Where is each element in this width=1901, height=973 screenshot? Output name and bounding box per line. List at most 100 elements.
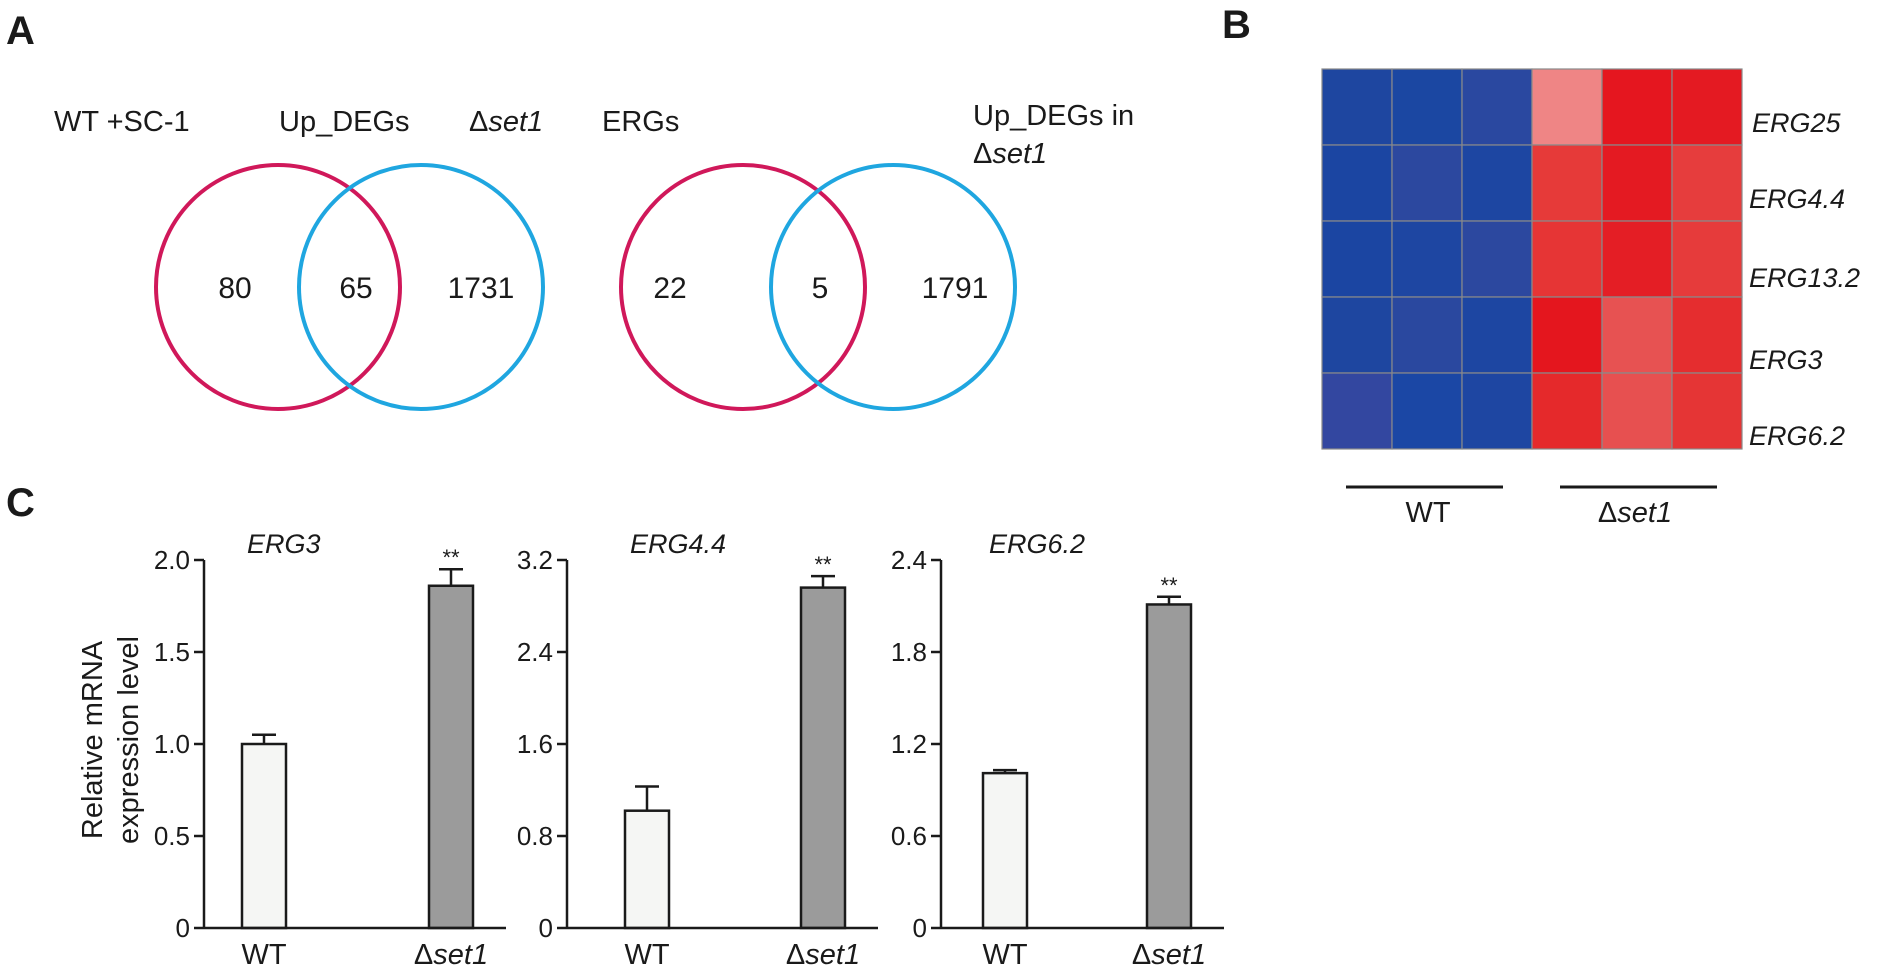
heatmap-set1-label: Δset1 [1598, 497, 1672, 529]
heatmap-cell [1321, 144, 1393, 222]
heatmap-cell [1461, 296, 1533, 374]
heatmap-cells [1321, 68, 1743, 450]
heatmap-cell [1671, 296, 1743, 374]
heatmap-row-label: ERG3 [1749, 345, 1823, 375]
panel-letter-a: A [6, 9, 35, 53]
venn1-right-label-prefix: Δ [469, 106, 488, 138]
heatmap-cell [1531, 220, 1603, 298]
heatmap-cell [1531, 68, 1603, 146]
heatmap-cell [1391, 144, 1463, 222]
y-tick-label: 0.6 [891, 821, 927, 851]
bar-chart-1: ERG3 0 0.5 1.0 1.5 2.0 WT ** Δset1 [154, 529, 506, 971]
y-axis-label-line1: Relative mRNA [77, 640, 109, 839]
bar-chart-2: ERG4.4 0 0.8 1.6 2.4 3.2 WT ** Δset1 [517, 529, 878, 971]
heatmap-cell [1321, 220, 1393, 298]
bar-set1 [799, 586, 847, 930]
heatmap-cell [1671, 372, 1743, 450]
venn2-right-count: 1791 [922, 272, 989, 305]
venn1-left-count: 80 [218, 272, 251, 305]
chart-title: ERG4.4 [630, 529, 726, 559]
heatmap-cell [1531, 296, 1603, 374]
x-tick-label: Δset1 [1132, 939, 1206, 971]
venn2-left-label: ERGs [602, 106, 679, 138]
heatmap-cell [1461, 68, 1533, 146]
venn1-center-label: Up_DEGs [279, 106, 410, 138]
heatmap-row-label: ERG6.2 [1749, 421, 1845, 451]
heatmap-cell [1391, 68, 1463, 146]
heatmap-cell [1461, 220, 1533, 298]
y-tick-label: 2.0 [154, 545, 190, 575]
y-axis-label: Relative mRNA expression level [77, 636, 145, 844]
heatmap-cell [1461, 372, 1533, 450]
y-tick-label: 3.2 [517, 545, 553, 575]
heatmap-cell [1531, 372, 1603, 450]
significance-marker: ** [1160, 573, 1178, 598]
venn2-right-label-line2: Δset1 [973, 138, 1047, 170]
bar-wt [240, 742, 288, 930]
bar-wt [981, 771, 1029, 930]
heatmap-cell [1321, 296, 1393, 374]
venn-diagram-2: ERGs Up_DEGs in Δset1 22 5 1791 [602, 100, 1134, 411]
heatmap-cell [1601, 68, 1673, 146]
chart-title: ERG6.2 [989, 529, 1085, 559]
heatmap-cell [1391, 220, 1463, 298]
heatmap-cell [1671, 220, 1743, 298]
heatmap-cell [1671, 68, 1743, 146]
heatmap-cell [1321, 372, 1393, 450]
bar-chart-3: ERG6.2 0 0.6 1.2 1.8 2.4 WT ** Δset1 [891, 529, 1224, 971]
venn2-right-label-line1: Up_DEGs in [973, 100, 1134, 132]
y-tick-label: 0 [176, 913, 190, 943]
venn2-overlap-count: 5 [812, 272, 829, 305]
heatmap-cell [1321, 68, 1393, 146]
venn2-left-count: 22 [653, 272, 686, 305]
heatmap-row-label: ERG25 [1752, 108, 1842, 138]
x-tick-label: Δset1 [786, 939, 860, 971]
heatmap-set1-label-prefix: Δ [1598, 497, 1617, 529]
bar-wt [623, 809, 671, 930]
panel-letter-c: C [6, 481, 35, 525]
y-tick-label: 1.2 [891, 729, 927, 759]
venn1-right-label: Δset1 [469, 106, 543, 138]
significance-marker: ** [814, 552, 832, 577]
y-tick-label: 1.5 [154, 637, 190, 667]
y-tick-label: 1.0 [154, 729, 190, 759]
y-axis-label-line2: expression level [113, 636, 145, 844]
significance-marker: ** [442, 545, 460, 570]
bar-set1 [1145, 603, 1193, 930]
y-tick-label: 2.4 [891, 545, 927, 575]
heatmap-set1-label-italic: set1 [1617, 497, 1672, 529]
y-tick-label: 0.8 [517, 821, 553, 851]
heatmap-cell [1601, 372, 1673, 450]
venn-diagram-1: WT +SC-1 Up_DEGs Δset1 80 65 1731 [54, 106, 545, 411]
venn2-right-label-line2-prefix: Δ [973, 138, 992, 170]
y-tick-label: 1.6 [517, 729, 553, 759]
heatmap-row-labels: ERG25 ERG4.4 ERG13.2 ERG3 ERG6.2 [1749, 108, 1860, 451]
heatmap-cell [1531, 144, 1603, 222]
y-tick-label: 0 [913, 913, 927, 943]
y-tick-label: 2.4 [517, 637, 553, 667]
heatmap-wt-label: WT [1405, 497, 1450, 529]
venn2-right-circle [769, 163, 1017, 411]
heatmap: ERG25 ERG4.4 ERG13.2 ERG3 ERG6.2 WT Δset… [1321, 68, 1860, 529]
venn1-left-label: WT +SC-1 [54, 106, 190, 138]
venn2-left-circle [619, 163, 867, 411]
heatmap-cell [1601, 296, 1673, 374]
venn1-right-count: 1731 [448, 272, 515, 305]
heatmap-cell [1391, 372, 1463, 450]
y-tick-label: 1.8 [891, 637, 927, 667]
y-tick-label: 0.5 [154, 821, 190, 851]
x-tick-label: WT [624, 939, 669, 971]
x-tick-label: Δset1 [414, 939, 488, 971]
venn2-right-label-line2-italic: set1 [992, 138, 1047, 170]
heatmap-cell [1391, 296, 1463, 374]
venn1-overlap-count: 65 [339, 272, 372, 305]
x-tick-label: WT [982, 939, 1027, 971]
y-tick-label: 0 [539, 913, 553, 943]
bar-charts: ERG3 0 0.5 1.0 1.5 2.0 WT ** Δset1 ERG4.4 0 0.8 1.6 2… [154, 529, 1224, 971]
heatmap-cell [1601, 220, 1673, 298]
heatmap-cell [1601, 144, 1673, 222]
venn1-left-circle [154, 163, 402, 411]
chart-title: ERG3 [247, 529, 321, 559]
x-tick-label: WT [241, 939, 286, 971]
heatmap-cell [1671, 144, 1743, 222]
